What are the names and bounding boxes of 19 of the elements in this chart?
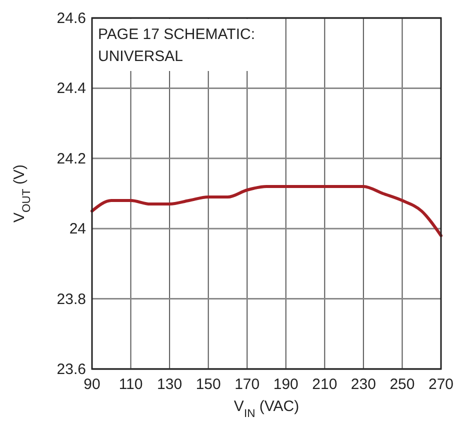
y-tick-label: 24 <box>69 220 86 238</box>
x-tick-label: 230 <box>350 376 376 393</box>
y-tick-label: 23.8 <box>56 290 86 308</box>
x-tick-label: 110 <box>118 376 143 393</box>
y-tick-label: 23.6 <box>56 361 86 378</box>
x-tick-label: 130 <box>157 376 182 393</box>
x-tick-label: 170 <box>234 376 260 393</box>
x-tick-label: 190 <box>273 376 298 393</box>
x-tick-label: 90 <box>84 376 100 393</box>
annotation: PAGE 17 SCHEMATIC: UNIVERSAL <box>98 26 255 65</box>
x-axis-title: V$_{IN}$ (VAC) <box>234 398 300 420</box>
line-series <box>90 184 442 238</box>
x-tick-label: 270 <box>428 376 454 393</box>
x-tick-label: 150 <box>196 376 221 393</box>
x-tick-label: 250 <box>390 376 415 393</box>
y-tick-label: 24.6 <box>56 10 86 27</box>
y-tick-label: 24.2 <box>56 150 86 168</box>
x-tick-label: 210 <box>312 376 338 393</box>
y-tick-label: 24.4 <box>56 80 86 98</box>
